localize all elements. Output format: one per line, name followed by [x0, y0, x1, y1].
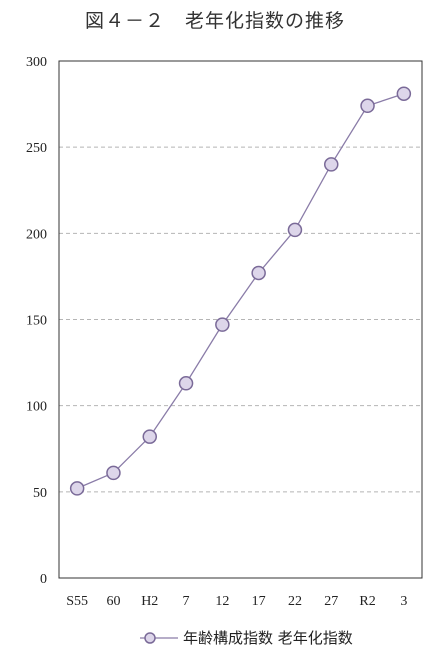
data-point: [178, 376, 194, 391]
series-line: [76, 93, 405, 489]
x-tick-label: 12: [215, 594, 229, 609]
legend-marker: [144, 632, 156, 644]
data-point: [324, 157, 339, 172]
x-tick-label: 60: [106, 594, 120, 609]
plot-area-border: [58, 60, 423, 579]
x-tick-label: 17: [252, 594, 266, 609]
data-point: [396, 86, 412, 101]
data-point: [360, 98, 375, 114]
x-tick-label: R2: [359, 594, 375, 609]
data-point: [69, 481, 85, 496]
y-tick-label: 200: [26, 227, 47, 242]
y-tick-label: 250: [26, 141, 47, 156]
data-point: [287, 222, 303, 238]
data-point: [106, 465, 121, 481]
y-tick-label: 150: [26, 314, 47, 329]
y-tick-label: 50: [33, 486, 47, 501]
y-tick-label: 100: [26, 400, 47, 415]
data-point: [251, 265, 266, 281]
chart-title: 図４－２ 老年化指数の推移: [84, 10, 345, 32]
x-tick-label: 7: [183, 594, 190, 609]
data-point: [215, 317, 230, 332]
x-tick-label: 3: [400, 594, 407, 609]
x-tick-label: H2: [141, 594, 158, 609]
y-tick-label: 0: [40, 572, 47, 587]
legend-label: 年齢構成指数 老年化指数: [183, 629, 353, 647]
data-point: [142, 429, 157, 444]
x-tick-label: 22: [288, 594, 302, 609]
x-tick-label: 27: [324, 594, 338, 609]
x-tick-label: S55: [66, 594, 88, 609]
y-tick-label: 300: [26, 55, 47, 70]
